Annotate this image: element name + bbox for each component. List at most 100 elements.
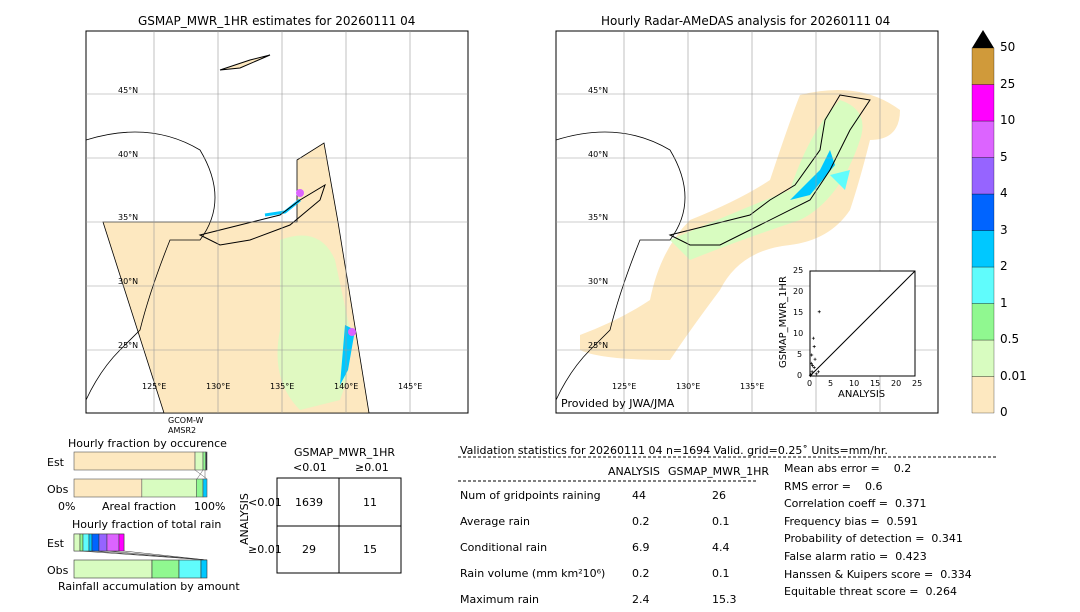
total-rain-xlabel: Rainfall accumulation by amount <box>58 580 240 593</box>
col-label: ≥0.01 <box>355 461 389 474</box>
lat-label: 40°N <box>588 150 609 159</box>
sensor-label: GCOM-W <box>168 416 204 425</box>
stats-row-label: Rain volume (mm km²10⁶) <box>460 567 606 580</box>
lat-label: 30°N <box>118 277 139 286</box>
scatter-point <box>810 353 814 357</box>
score-line: Frequency bias = 0.591 <box>784 514 919 528</box>
fraction-segment <box>205 451 208 471</box>
left-map <box>85 30 469 414</box>
colorbar-label: 5 <box>1000 149 1008 164</box>
scatter-ytick: 25 <box>793 266 804 275</box>
lat-label: 45°N <box>118 86 139 95</box>
lat-label: 45°N <box>588 86 609 95</box>
colorbar-segment <box>971 157 995 195</box>
occurrence-bars <box>73 451 208 498</box>
scatter-point <box>812 345 816 349</box>
colorbar-segment <box>971 230 995 268</box>
lon-label: 130°E <box>676 382 701 391</box>
scatter-point <box>811 364 815 367</box>
cell: 1639 <box>295 496 323 509</box>
lat-label: 35°N <box>118 213 139 222</box>
colorbar-segment <box>971 303 995 341</box>
scatter-xlabel: ANALYSIS <box>838 389 886 400</box>
scatter-ytick: 10 <box>793 329 804 338</box>
col-header: ANALYSIS <box>608 465 660 478</box>
cell: 11 <box>363 496 377 509</box>
colorbar-label: 10 <box>1000 113 1016 127</box>
colorbar-label: 3 <box>1000 222 1008 237</box>
scatter-xtick: 15 <box>870 379 881 388</box>
cell: 15 <box>363 543 377 556</box>
stats-analysis-value: 0.2 <box>632 515 650 528</box>
stats-row-label: Average rain <box>460 515 530 528</box>
stats-row-label: Maximum rain <box>460 593 539 606</box>
credit: Provided by JWA/JMA <box>561 397 675 410</box>
obs-label: Obs <box>47 564 69 577</box>
total-rain-title: Hourly fraction of total rain <box>72 518 222 531</box>
scatter-point <box>814 372 818 376</box>
score-line: Hanssen & Kuipers score = 0.334 <box>784 567 972 581</box>
colorbar-segment <box>971 339 995 377</box>
scatter-point <box>816 370 820 374</box>
obs-label: Obs <box>47 483 69 496</box>
occurrence-title: Hourly fraction by occurence <box>68 437 227 450</box>
lon-label: 135°E <box>740 382 765 391</box>
right-map-title: Hourly Radar-AMeDAS analysis for 2026011… <box>601 14 891 28</box>
fraction-segment <box>196 478 204 498</box>
contingency-title: GSMAP_MWR_1HR <box>294 446 396 459</box>
scatter-point <box>809 361 813 365</box>
scatter-ytick: 20 <box>793 287 804 296</box>
scatter-point <box>810 370 814 374</box>
stats-gsmap-value: 0.1 <box>712 567 730 580</box>
cell: 29 <box>302 543 316 556</box>
colorbar-segment <box>971 47 995 85</box>
stats-analysis-value: 44 <box>632 489 646 502</box>
lon-label: 135°E <box>270 382 295 391</box>
stats-row-label: Num of gridpoints raining <box>460 489 601 502</box>
score-line: RMS error = 0.6 <box>784 479 883 493</box>
fraction-segment <box>202 451 206 471</box>
fraction-segment <box>141 478 197 498</box>
colorbar-segment <box>971 376 995 414</box>
colorbar <box>971 47 995 414</box>
x-max-label: 100% <box>194 500 226 513</box>
colorbar-label: 0.01 <box>1000 368 1027 383</box>
stats-analysis-value: 2.4 <box>632 593 650 606</box>
scatter-points <box>808 310 821 378</box>
row-label: <0.01 <box>248 496 282 509</box>
colorbar-segment <box>971 84 995 122</box>
occurrence-xlabel: Areal fraction <box>102 500 177 513</box>
scatter-xtick: 5 <box>828 379 834 388</box>
colorbar-label: 0.5 <box>1000 332 1020 346</box>
colorbar-segment <box>971 120 995 158</box>
sensor-label: AMSR2 <box>168 426 197 435</box>
est-label: Est <box>47 537 64 550</box>
colorbar-segment <box>971 193 995 231</box>
colorbar-label: 50 <box>1000 40 1016 54</box>
col-header: GSMAP_MWR_1HR <box>668 465 770 478</box>
x-min-label: 0% <box>58 500 76 513</box>
colorbar-label: 4 <box>1000 186 1008 200</box>
scatter-point <box>808 374 812 378</box>
scatter-xtick: 20 <box>891 379 902 388</box>
diagonal <box>809 270 916 377</box>
score-line: Probability of detection = 0.341 <box>784 532 963 546</box>
left-map-title: GSMAP_MWR_1HR estimates for 20260111 04 <box>138 14 416 28</box>
colorbar-label: 25 <box>1000 76 1016 91</box>
stats-row-label: Conditional rain <box>460 541 548 554</box>
lon-label: 130°E <box>206 382 231 391</box>
fraction-segment <box>73 478 143 498</box>
lon-label: 145°E <box>398 382 423 391</box>
est-label: Est <box>47 456 64 469</box>
scatter-ytick: 0 <box>797 371 803 380</box>
lat-label: 30°N <box>588 277 609 286</box>
scatter-ylabel: GSMAP_MWR_1HR <box>778 276 789 368</box>
scatter-ytick: 15 <box>793 308 804 317</box>
fraction-segment <box>73 451 196 471</box>
lon-label: 140°E <box>334 382 359 391</box>
total-rain-bars <box>73 533 208 579</box>
contingency-grid <box>276 477 402 574</box>
stats-gsmap-value: 0.1 <box>712 515 730 528</box>
lat-label: 40°N <box>118 150 139 159</box>
